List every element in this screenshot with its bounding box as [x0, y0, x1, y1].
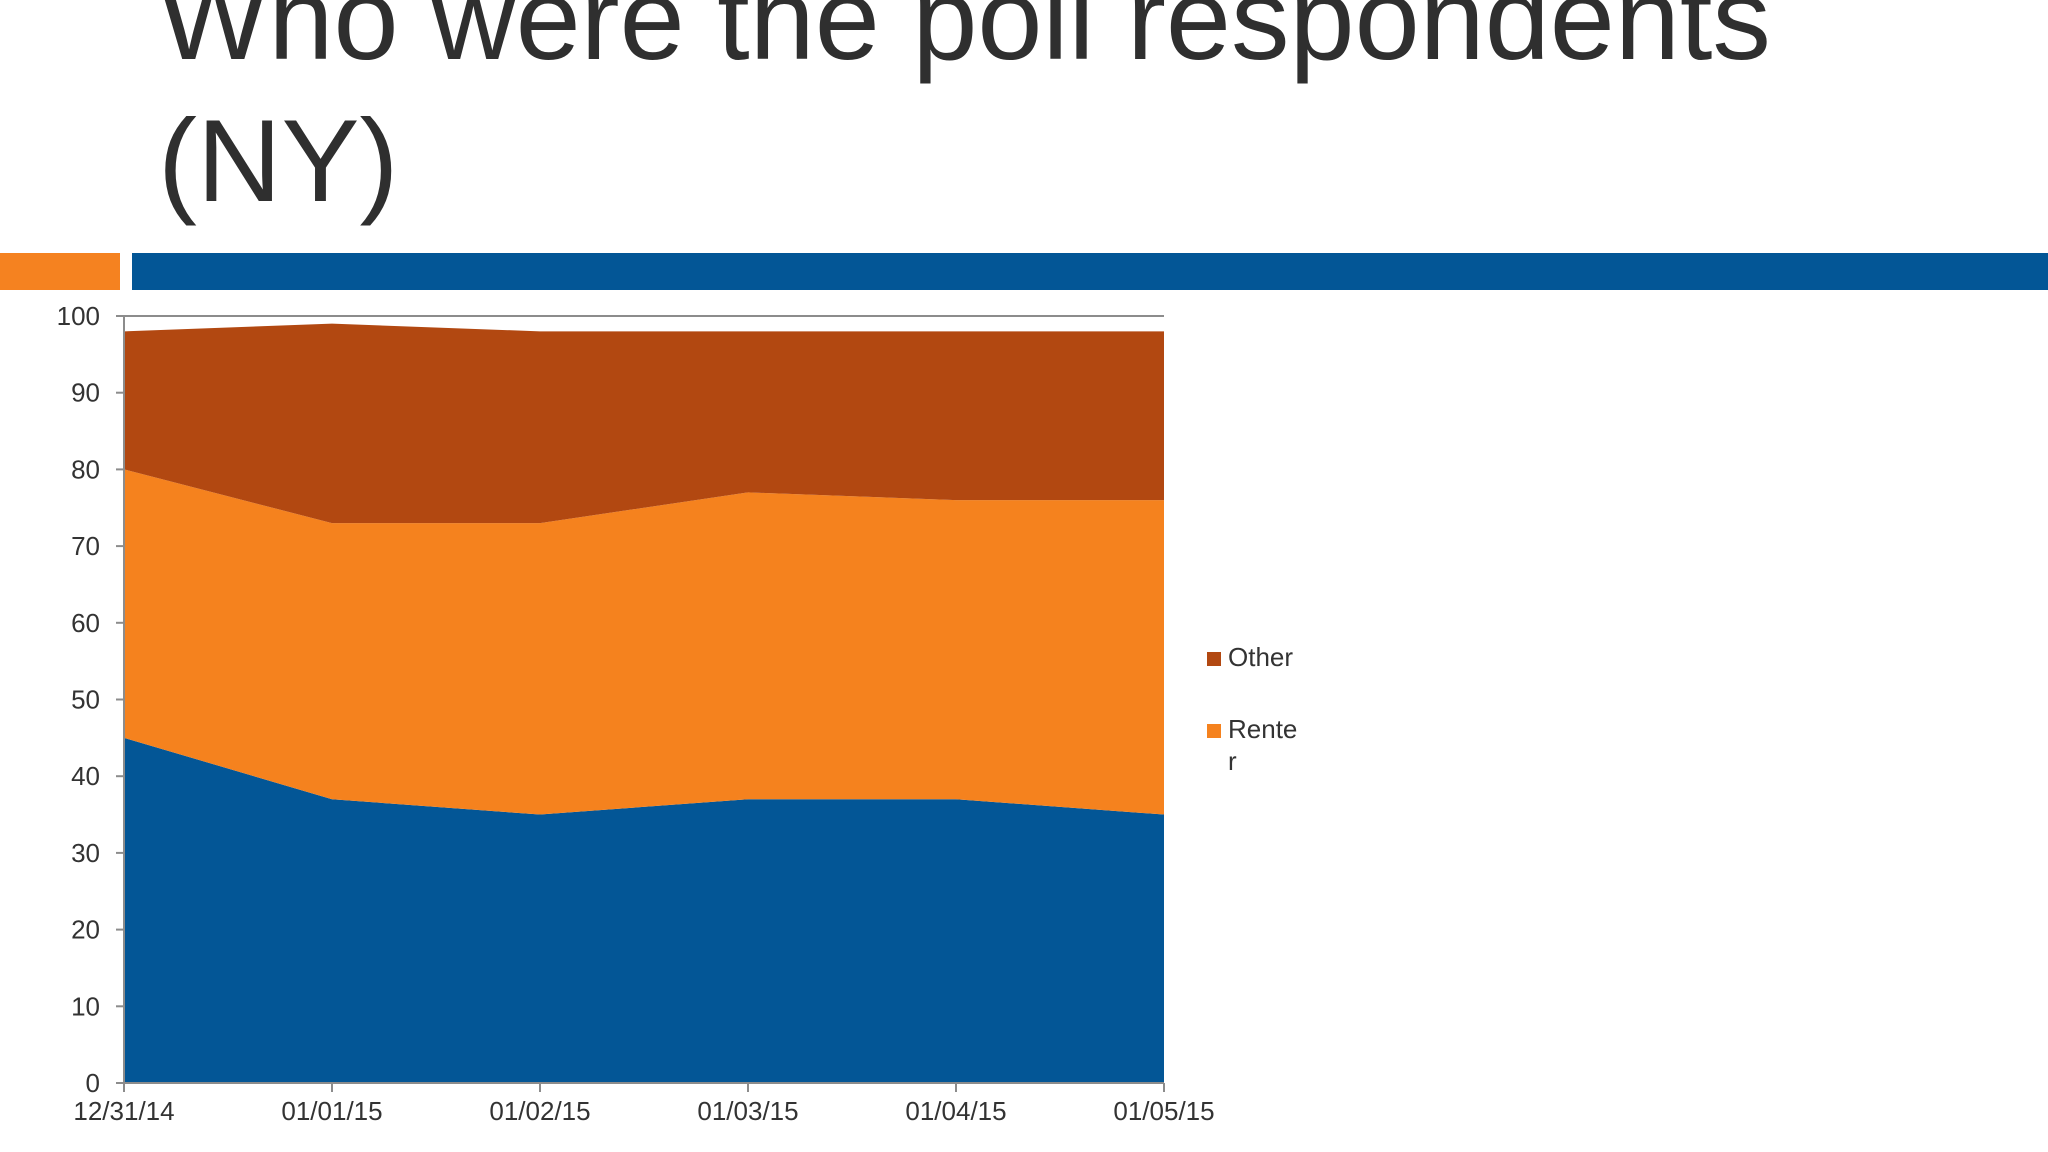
- y-axis-ticks: 0 10 20 30 40 50 60 70 80 90 100: [57, 301, 124, 1098]
- legend-item-renter: Rente r: [1207, 714, 1297, 776]
- legend-item-other: Other: [1207, 642, 1293, 672]
- y-tick-label: 80: [71, 454, 100, 484]
- accent-bar-orange: [0, 253, 120, 290]
- slide-title: Who were the poll respondents (NY): [158, 0, 1771, 226]
- y-tick-label: 100: [57, 301, 100, 331]
- y-tick-label: 90: [71, 378, 100, 408]
- y-tick-label: 0: [86, 1068, 100, 1098]
- legend-swatch: [1207, 724, 1221, 738]
- legend-label: Other: [1228, 642, 1293, 672]
- y-tick-label: 70: [71, 531, 100, 561]
- y-tick-label: 30: [71, 838, 100, 868]
- legend-swatch: [1207, 652, 1221, 666]
- y-tick-label: 10: [71, 991, 100, 1021]
- y-tick-label: 40: [71, 761, 100, 791]
- stacked-area-chart: 0 10 20 30 40 50 60 70 80 90 100 12/31/14 01/01/15 0…: [57, 301, 1298, 1126]
- x-tick-label: 01/03/15: [697, 1096, 798, 1126]
- area-series-series-1: [124, 737, 1164, 1083]
- chart-legend: Other Rente r: [1207, 642, 1297, 776]
- area-series-renter: [124, 469, 1164, 815]
- y-tick-label: 20: [71, 915, 100, 945]
- x-tick-label: 01/04/15: [905, 1096, 1006, 1126]
- chart-areas: [124, 323, 1164, 1083]
- x-tick-label: 01/02/15: [489, 1096, 590, 1126]
- x-tick-label: 01/05/15: [1113, 1096, 1214, 1126]
- y-tick-label: 50: [71, 685, 100, 715]
- x-tick-label: 12/31/14: [73, 1096, 174, 1126]
- x-tick-label: 01/01/15: [281, 1096, 382, 1126]
- y-tick-label: 60: [71, 608, 100, 638]
- accent-bar-blue: [132, 253, 2048, 290]
- x-axis-ticks: 12/31/14 01/01/15 01/02/15 01/03/15 01/04/15…: [73, 1083, 1215, 1126]
- legend-label: Rente r: [1228, 714, 1297, 776]
- area-series-other: [124, 323, 1164, 524]
